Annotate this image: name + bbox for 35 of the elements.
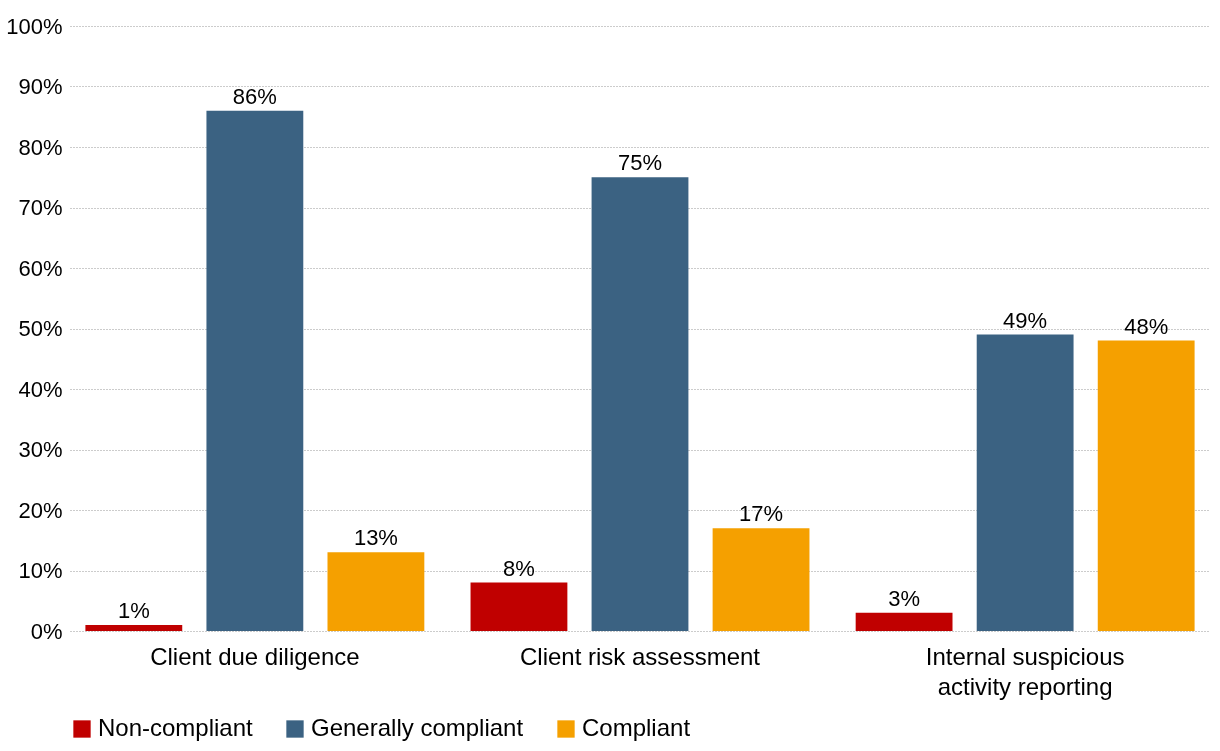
data-label: 3%: [888, 585, 920, 611]
y-tick-label: 20%: [18, 497, 63, 523]
y-tick-label: 30%: [18, 437, 63, 462]
data-label: 8%: [503, 555, 535, 581]
legend-label: Generally compliant: [311, 714, 524, 741]
data-label: 48%: [1124, 313, 1169, 339]
data-label: 49%: [1003, 307, 1048, 333]
data-label: 86%: [232, 83, 277, 109]
bar: [1097, 340, 1195, 631]
y-tick-label: 10%: [18, 558, 63, 583]
data-label: 1%: [117, 597, 150, 623]
y-tick-label: 40%: [18, 376, 63, 402]
x-tick-label: Client due diligence: [150, 642, 360, 670]
data-label: 13%: [353, 525, 398, 551]
bar: [470, 582, 568, 631]
y-tick-label: 0%: [30, 618, 63, 644]
y-tick-label: 70%: [18, 195, 63, 220]
data-label: 17%: [739, 501, 784, 527]
data-label: 75%: [617, 150, 663, 176]
legend-label: Non-compliant: [98, 714, 254, 741]
y-tick-label: 60%: [18, 255, 63, 281]
bar: [712, 528, 810, 631]
x-tick-label: Client risk assessment: [519, 642, 761, 670]
bar: [327, 552, 425, 631]
bar: [206, 110, 304, 631]
y-tick-label: 100%: [6, 13, 63, 39]
y-tick-label: 90%: [18, 74, 63, 99]
y-tick-label: 80%: [18, 134, 63, 160]
bar: [976, 334, 1074, 631]
legend-label: Compliant: [582, 714, 691, 741]
bar: [85, 624, 183, 631]
bar: [591, 177, 689, 631]
x-tick-label: Internal suspicious activity reporting: [925, 642, 1125, 700]
y-tick-label: 50%: [18, 316, 63, 341]
bar: [855, 612, 953, 631]
